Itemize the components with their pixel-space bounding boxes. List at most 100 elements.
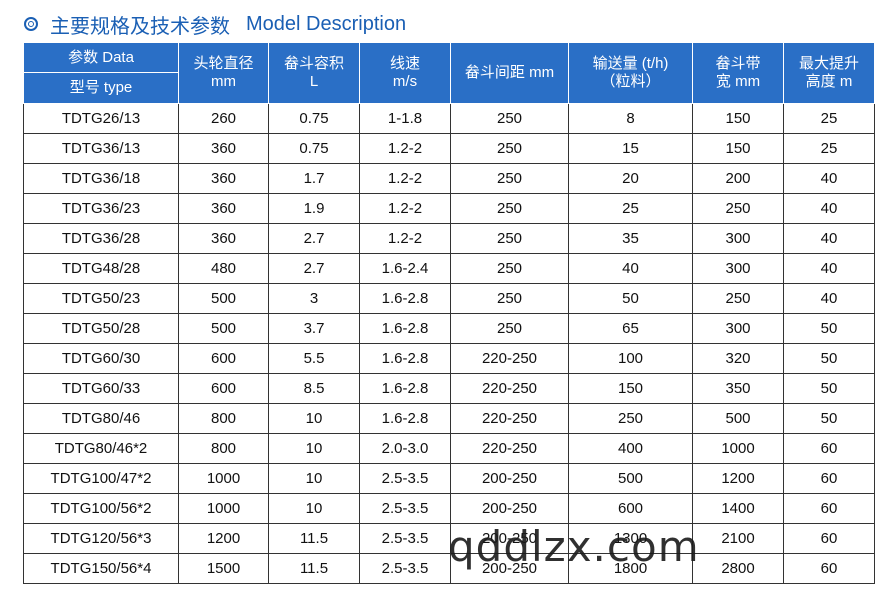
table-row: TDTG80/46*2 800 10 2.0-3.0 220-250 400 1000 60 [23,433,875,464]
table-cell: 800 [178,433,269,464]
table-cell: 360 [178,223,269,254]
table-cell: 250 [692,193,784,224]
table-cell: 220-250 [450,373,569,404]
header-bucket-spacing: 畚斗间距 mm [450,42,569,104]
table-row: TDTG36/18 360 1.7 1.2-2 250 20 200 40 [23,163,875,194]
table-cell: 40 [568,253,693,284]
table-cell: 2.5-3.5 [359,463,451,494]
table-cell: 150 [692,133,784,164]
table-cell: 1.6-2.8 [359,343,451,374]
table-cell: 250 [450,283,569,314]
table-cell: 1.6-2.8 [359,313,451,344]
table-cell: 1.6-2.8 [359,403,451,434]
table-row: TDTG36/13 360 0.75 1.2-2 250 15 150 25 [23,133,875,164]
table-cell: 200-250 [450,463,569,494]
table-cell: 25 [783,133,875,164]
table-cell: 3 [268,283,360,314]
table-cell: 300 [692,223,784,254]
table-cell: 3.7 [268,313,360,344]
table-cell: 1.2-2 [359,133,451,164]
table-cell: 1.6-2.8 [359,373,451,404]
table-cell: 100 [568,343,693,374]
watermark: qddlzx.com [448,522,700,571]
table-cell: 300 [692,253,784,284]
header-bucket-volume: 畚斗容积 L [268,42,360,104]
table-cell: 400 [568,433,693,464]
table-cell: 60 [783,493,875,524]
table-cell: 2.0-3.0 [359,433,451,464]
table-cell: 200-250 [450,493,569,524]
table-cell: 1500 [178,553,269,584]
table-cell: 200 [692,163,784,194]
table-cell: TDTG60/30 [23,343,179,374]
table-row: TDTG36/28 360 2.7 1.2-2 250 35 300 40 [23,223,875,254]
table-row: TDTG100/47*2 1000 10 2.5-3.5 200-250 500 1200 6… [23,463,875,494]
table-cell: TDTG80/46 [23,403,179,434]
table-cell: 220-250 [450,433,569,464]
table-row: TDTG50/28 500 3.7 1.6-2.8 250 65 300 50 [23,313,875,344]
table-cell: 1.9 [268,193,360,224]
table-cell: TDTG100/56*2 [23,493,179,524]
table-row: TDTG50/23 500 3 1.6-2.8 250 50 250 40 [23,283,875,314]
table-cell: 8 [568,103,693,134]
table-cell: 10 [268,463,360,494]
table-cell: 300 [692,313,784,344]
table-cell: 200-250 [450,553,569,584]
table-cell: 60 [783,433,875,464]
table-cell: 2.5-3.5 [359,553,451,584]
table-cell: 600 [178,343,269,374]
table-cell: 50 [783,373,875,404]
table-cell: 250 [450,193,569,224]
table-cell: TDTG50/28 [23,313,179,344]
table-cell: 1.2-2 [359,193,451,224]
table-cell: 20 [568,163,693,194]
header-param-data: 参数 Data [23,42,179,73]
table-cell: 40 [783,163,875,194]
table-cell: 360 [178,133,269,164]
table-cell: 50 [783,343,875,374]
table-cell: 40 [783,193,875,224]
table-cell: 250 [450,133,569,164]
table-row: TDTG26/13 260 0.75 1-1.8 250 8 150 25 [23,103,875,134]
table-cell: 1000 [178,463,269,494]
table-cell: 1200 [692,463,784,494]
table-cell: 10 [268,433,360,464]
table-cell: 220-250 [450,403,569,434]
table-cell: 150 [692,103,784,134]
table-cell: 8.5 [268,373,360,404]
header-capacity: 输送量 (t/h) （粒料） [568,42,693,104]
table-cell: 500 [568,463,693,494]
table-cell: TDTG48/28 [23,253,179,284]
table-cell: 600 [568,493,693,524]
table-cell: 2.5-3.5 [359,493,451,524]
table-cell: 1.7 [268,163,360,194]
table-cell: 1-1.8 [359,103,451,134]
table-cell: TDTG120/56*3 [23,523,179,554]
table-row: TDTG120/56*3 1200 11.5 2.5-3.5 200-250 1300 21… [23,523,875,554]
table-cell: TDTG150/56*4 [23,553,179,584]
section-title: 主要规格及技术参数 Model Description [24,8,406,40]
table-cell: 150 [568,373,693,404]
table-cell: 2.7 [268,253,360,284]
table-cell: 250 [568,403,693,434]
table-cell: 25 [568,193,693,224]
table-cell: 480 [178,253,269,284]
table-cell: 40 [783,253,875,284]
table-cell: 320 [692,343,784,374]
table-cell: 2800 [692,553,784,584]
table-cell: 1400 [692,493,784,524]
table-row: TDTG150/56*4 1500 11.5 2.5-3.5 200-250 1800 28… [23,553,875,584]
table-cell: 250 [692,283,784,314]
table-cell: 360 [178,163,269,194]
header-model-type: 型号 type [23,72,179,104]
header-max-lift-height: 最大提升 高度 m [783,42,875,104]
table-cell: TDTG100/47*2 [23,463,179,494]
table-row: TDTG48/28 480 2.7 1.6-2.4 250 40 300 40 [23,253,875,284]
table-cell: 260 [178,103,269,134]
table-cell: 2.5-3.5 [359,523,451,554]
table-row: TDTG100/56*2 1000 10 2.5-3.5 200-250 600 1400 6… [23,493,875,524]
table-cell: 35 [568,223,693,254]
table-cell: 1.2-2 [359,163,451,194]
table-cell: 60 [783,463,875,494]
table-row: TDTG60/33 600 8.5 1.6-2.8 220-250 150 350 50 [23,373,875,404]
